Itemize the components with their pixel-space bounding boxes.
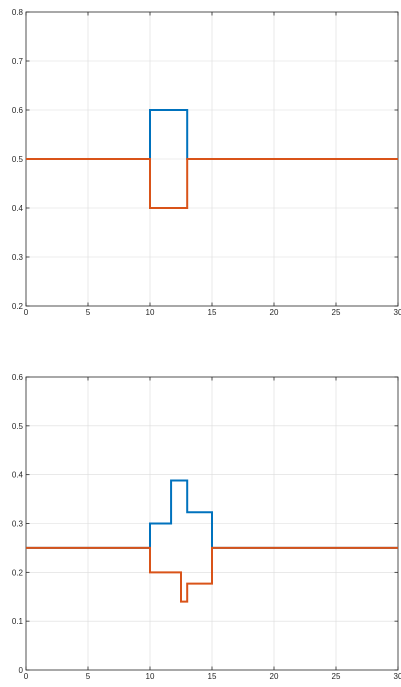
y-tick-label: 0.8 [12,8,24,17]
y-tick-label: 0.2 [12,302,24,311]
x-tick-label: 15 [208,672,217,681]
y-tick-label: 0.5 [12,155,24,164]
x-tick-label: 0 [24,308,29,317]
y-tick-label: 0.4 [12,471,24,480]
x-tick-label: 20 [270,308,279,317]
y-tick-label: 0.7 [12,57,24,66]
y-tick-label: 0.3 [12,520,24,529]
x-tick-label: 25 [332,672,341,681]
x-tick-label: 20 [270,672,279,681]
series-line-2 [26,158,398,209]
series-line-2 [26,546,398,603]
x-tick-label: 5 [86,308,91,317]
x-tick-label: 5 [86,672,91,681]
y-tick-label: 0.5 [12,422,24,431]
x-tick-label: 30 [394,672,401,681]
y-tick-label: 0.6 [12,106,24,115]
y-tick-label: 0.3 [12,253,24,262]
chart-1: 0 5 10 15 20 25 30 0.2 0.3 0.4 0.5 0.6 0.7 0.8 [12,8,401,317]
y-tick-label: 0.6 [12,373,24,382]
x-tick-label: 0 [24,672,29,681]
x-tick-label: 10 [146,672,155,681]
x-tick-label: 10 [146,308,155,317]
y-tick-label: 0.2 [12,568,24,577]
chart-2: 0 5 10 15 20 25 30 0 0.1 0.2 0.3 0.4 0.5 0.6 [12,373,401,681]
series-line-1 [26,479,398,549]
x-tick-label: 15 [208,308,217,317]
y-tick-label: 0.4 [12,204,24,213]
y-tick-label: 0 [19,666,24,675]
y-tick-label: 0.1 [12,617,24,626]
x-tick-label: 30 [394,308,401,317]
x-tick-label: 25 [332,308,341,317]
